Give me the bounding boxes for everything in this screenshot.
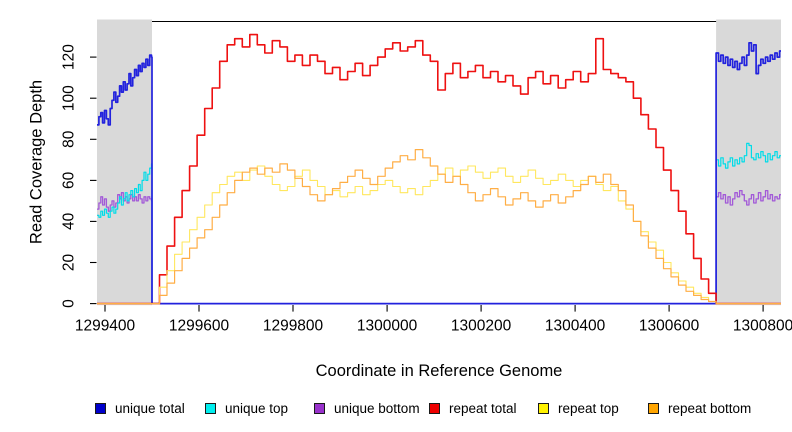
y-tick-label: 40	[61, 212, 78, 230]
legend-swatch-unique-total	[95, 403, 106, 414]
x-tick-label: 1300200	[451, 317, 512, 334]
y-tick-label: 100	[61, 85, 78, 111]
x-tick-label: 1300400	[545, 317, 606, 334]
y-axis-title: Read Coverage Depth	[27, 79, 46, 245]
legend-swatch-repeat-total	[429, 403, 440, 414]
legend-label: unique top	[225, 401, 289, 416]
masked-region	[716, 19, 781, 306]
legend-item-repeat-top: repeat top	[538, 401, 619, 416]
series-line-unique-total	[97, 41, 781, 305]
legend-swatch-repeat-top	[538, 403, 549, 414]
legend-label: repeat bottom	[668, 401, 752, 416]
legend-label: repeat total	[449, 401, 517, 416]
x-axis-title: Coordinate in Reference Genome	[315, 362, 563, 380]
legend-swatch-repeat-bottom	[648, 403, 659, 414]
legend-item-repeat-bottom: repeat bottom	[648, 401, 751, 416]
x-tick-label: 1299600	[169, 317, 230, 334]
y-tick-label: 20	[61, 254, 78, 272]
legend-item-repeat-total: repeat total	[429, 401, 517, 416]
x-tick-label: 1299400	[75, 317, 136, 334]
y-tick-label: 60	[61, 171, 78, 189]
legend-item-unique-top: unique top	[205, 401, 288, 416]
legend-label: unique bottom	[334, 401, 420, 416]
series-line-repeat-bottom	[97, 149, 781, 305]
legend-label: repeat top	[558, 401, 619, 416]
x-tick-label: 1300800	[733, 317, 792, 334]
x-tick-label: 1299800	[263, 317, 324, 334]
x-tick-label: 1300600	[639, 317, 700, 334]
masked-region	[97, 19, 152, 306]
legend-item-unique-total: unique total	[95, 401, 185, 416]
legend-swatch-unique-top	[205, 403, 216, 414]
legend: unique total unique top unique bottom repea…	[0, 401, 792, 417]
plot-box	[97, 21, 781, 305]
y-tick-label: 120	[61, 44, 78, 70]
series-line-repeat-top	[97, 165, 781, 305]
series-line-repeat-total	[97, 33, 781, 305]
legend-swatch-unique-bottom	[314, 403, 325, 414]
legend-item-unique-bottom: unique bottom	[314, 401, 420, 416]
y-tick-label: 0	[61, 299, 78, 308]
legend-label: unique total	[115, 401, 185, 416]
y-tick-label: 80	[61, 130, 78, 148]
x-tick-label: 1300000	[357, 317, 418, 334]
